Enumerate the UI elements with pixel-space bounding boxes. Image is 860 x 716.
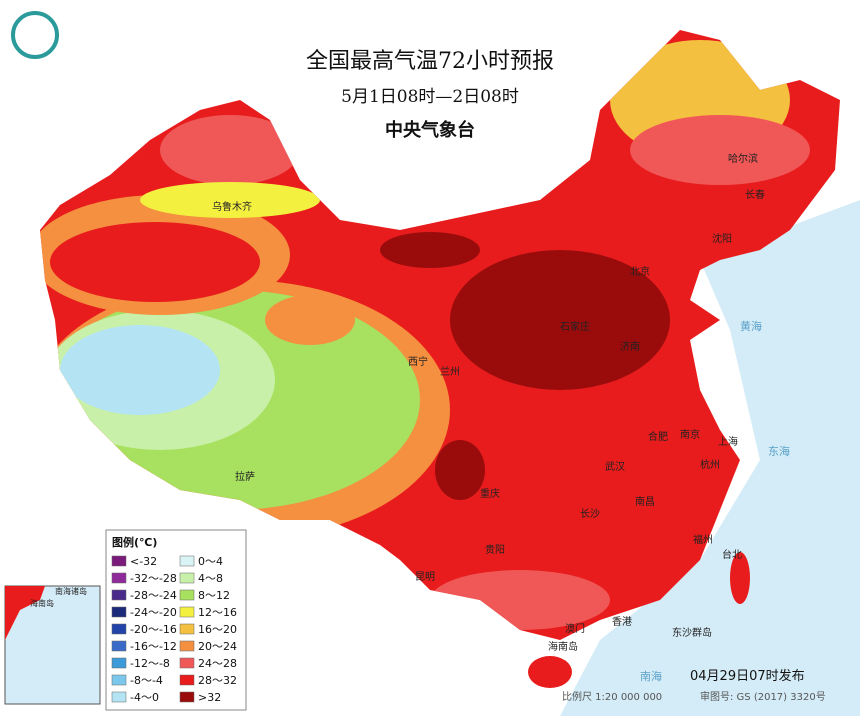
legend-label: 28～32 (198, 674, 237, 687)
city-label: 兰州 (440, 365, 460, 378)
sea-label: 南海 (640, 669, 662, 683)
city-label: 南昌 (635, 495, 655, 508)
city-label: 南京 (680, 428, 700, 441)
city-labels: 乌鲁木齐 哈尔滨 长春 沈阳 北京 石家庄 济南 西宁 兰州 合肥 南京 上海 … (212, 152, 765, 653)
legend-label: -20～-16 (130, 623, 177, 636)
inset: 南海诸岛 海南岛 (4, 585, 101, 705)
city-label: 北京 (630, 265, 650, 278)
city-label: 武汉 (605, 460, 625, 473)
city-label: 长沙 (580, 508, 600, 520)
legend-swatch (111, 572, 127, 584)
legend-label: -12～-8 (130, 657, 170, 670)
release-time: 04月29日07时发布 (690, 668, 805, 684)
city-label: 香港 (612, 616, 632, 628)
scale: 比例尺 1:20 000 000 (562, 690, 662, 703)
city-label: 重庆 (480, 487, 500, 500)
inset-title: 南海诸岛 (55, 586, 87, 596)
sea (560, 200, 860, 716)
city-label: 东沙群岛 (672, 626, 712, 639)
legend-label: 12～16 (198, 606, 237, 619)
period: 5月1日08时—2日08时 (341, 87, 519, 107)
legend-label: >32 (198, 691, 221, 704)
legend-label: 20～24 (198, 640, 237, 653)
approval: 审图号: GS (2017) 3320号 (700, 690, 826, 703)
legend-swatch (111, 623, 127, 635)
sea-label: 黄海 (740, 319, 762, 333)
legend-swatch (179, 589, 195, 601)
title: 全国最高气温72小时预报 (306, 49, 554, 74)
legend-swatch (111, 606, 127, 618)
legend-swatch (111, 657, 127, 669)
legend: 图例(℃) <-32 -32～-28 -28～-24 -24～-20 -20～-16 -1… (105, 529, 247, 711)
legend-label: 8～12 (198, 589, 230, 602)
legend-label: 24～28 (198, 657, 237, 670)
legend-swatch (179, 555, 195, 567)
legend-label: -28～-24 (130, 589, 177, 602)
legend-swatch (179, 572, 195, 584)
city-label: 澳门 (565, 622, 585, 635)
city-label: 合肥 (648, 430, 668, 443)
legend-label: -4～0 (130, 691, 159, 704)
city-label: 台北 (722, 548, 742, 561)
legend-box (105, 529, 247, 711)
legend-swatch (111, 640, 127, 652)
city-label: 沈阳 (712, 232, 732, 245)
legend-swatch (179, 606, 195, 618)
legend-swatch (179, 691, 195, 703)
inset-land (5, 586, 45, 640)
city-label: 济南 (620, 340, 640, 353)
legend-label: 16～20 (198, 623, 237, 636)
city-label: 贵阳 (485, 543, 505, 556)
city-label: 石家庄 (560, 320, 590, 333)
legend-swatch (179, 640, 195, 652)
city-label: 哈尔滨 (728, 152, 758, 165)
city-label: 海南岛 (548, 640, 578, 653)
legend-swatch (111, 674, 127, 686)
city-label: 西宁 (408, 355, 428, 368)
inset-island: 海南岛 (30, 598, 54, 608)
city-label: 昆明 (415, 571, 435, 583)
hainan (528, 656, 572, 688)
legend-swatch (179, 657, 195, 669)
city-label: 拉萨 (235, 470, 255, 483)
legend-label: -8～-4 (130, 674, 163, 687)
legend-label: 0～4 (198, 555, 223, 568)
legend-label: 4～8 (198, 572, 223, 585)
city-label: 杭州 (700, 458, 720, 471)
city-label: 长春 (745, 189, 765, 201)
city-label: 乌鲁木齐 (212, 200, 252, 213)
legend-swatch (179, 674, 195, 686)
logo (11, 11, 59, 59)
issuer: 中央气象台 (385, 119, 475, 141)
city-label: 上海 (718, 435, 738, 448)
legend-label: <-32 (130, 555, 157, 568)
sea-labels: 黄海 东海 南海 (640, 319, 790, 683)
legend-label: -16～-12 (130, 640, 177, 653)
legend-label: -32～-28 (130, 572, 177, 585)
sea-label: 东海 (768, 444, 790, 458)
legend-swatch (111, 589, 127, 601)
legend-swatch (179, 623, 195, 635)
city-label: 福州 (693, 533, 713, 546)
legend-swatch (111, 691, 127, 703)
legend-swatch (111, 555, 127, 567)
legend-label: -24～-20 (130, 606, 177, 619)
taiwan (730, 552, 750, 604)
legend-title: 图例(℃) (112, 535, 157, 549)
